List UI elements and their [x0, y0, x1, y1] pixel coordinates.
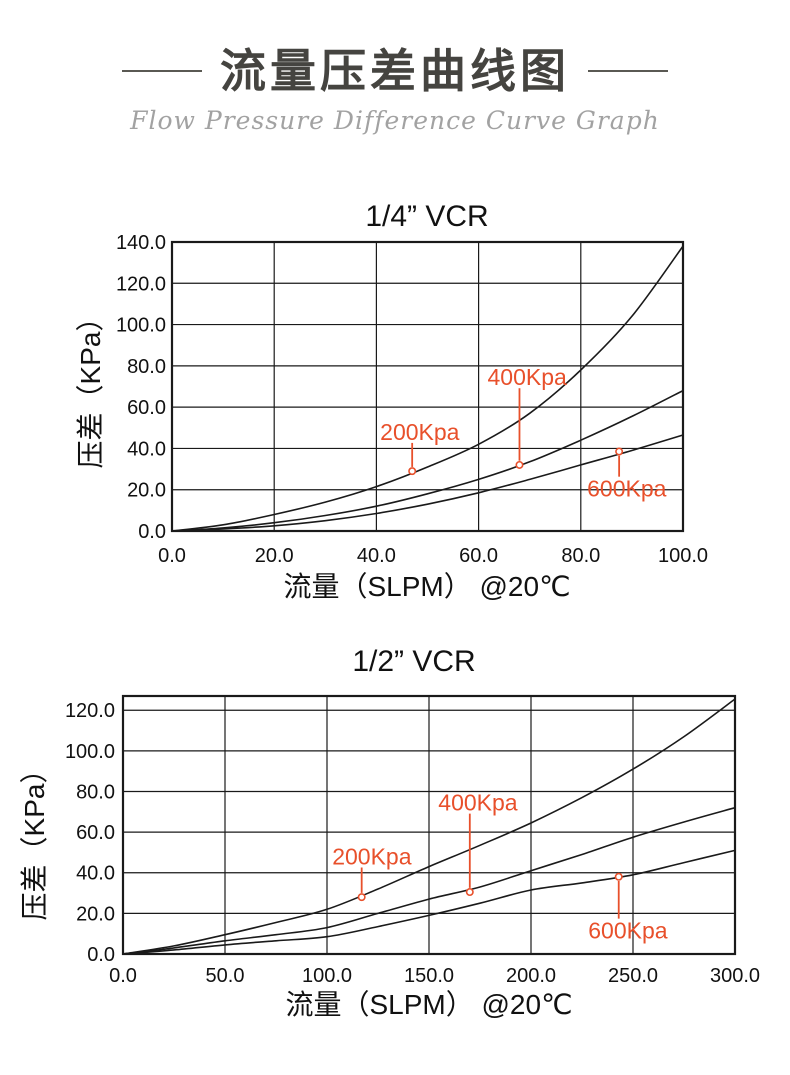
- y-tick-label: 120.0: [116, 273, 166, 295]
- y-tick-label: 100.0: [116, 315, 166, 337]
- x-tick-label: 50.0: [206, 965, 245, 987]
- x-axis-title: 流量（SLPM） @20℃: [285, 989, 572, 1020]
- x-tick-label: 200.0: [506, 965, 556, 987]
- annotation-marker: [408, 467, 417, 476]
- x-axis-title: 流量（SLPM） @20℃: [283, 571, 570, 602]
- annotation-marker: [614, 872, 623, 881]
- annotation-label: 400Kpa: [438, 790, 518, 816]
- y-tick-label: 60.0: [76, 822, 115, 844]
- x-tick-label: 40.0: [357, 545, 396, 567]
- curve-200kpa: [122, 698, 736, 955]
- y-tick-label: 120.0: [65, 700, 115, 722]
- x-tick-label: 300.0: [710, 965, 760, 987]
- curve-600kpa: [171, 434, 684, 532]
- y-tick-label: 60.0: [127, 397, 166, 419]
- title-row: 流量压差曲线图: [0, 46, 790, 97]
- page-title: 流量压差曲线图: [220, 45, 570, 97]
- y-tick-label: 40.0: [127, 438, 166, 460]
- annotation-label: 600Kpa: [588, 918, 668, 944]
- x-tick-label: 150.0: [404, 965, 454, 987]
- x-tick-label: 100.0: [302, 965, 352, 987]
- annotation-label: 200Kpa: [380, 419, 460, 445]
- y-axis-title: 压差（KPa）: [75, 304, 106, 469]
- annotation-label: 400Kpa: [487, 364, 567, 390]
- x-tick-label: 100.0: [658, 545, 708, 567]
- annotation-marker: [357, 893, 366, 902]
- plot-border: [170, 240, 685, 533]
- x-tick-label: 0.0: [109, 965, 137, 987]
- y-tick-label: 140.0: [116, 232, 166, 254]
- y-axis-title: 压差（KPa）: [19, 756, 50, 921]
- curve-200kpa: [171, 245, 684, 532]
- x-tick-label: 20.0: [255, 545, 294, 567]
- header: 流量压差曲线图 Flow Pressure Difference Curve G…: [0, 46, 790, 135]
- title-right-rule: [588, 70, 668, 73]
- curve-400kpa: [122, 806, 736, 955]
- page-subtitle: Flow Pressure Difference Curve Graph: [130, 105, 660, 135]
- curve-600kpa: [122, 849, 736, 955]
- x-tick-label: 60.0: [459, 545, 498, 567]
- curve-400kpa: [171, 389, 684, 532]
- annotation-label: 600Kpa: [587, 476, 667, 502]
- annotation-marker: [515, 460, 524, 469]
- y-tick-label: 80.0: [127, 356, 166, 378]
- y-tick-label: 80.0: [76, 781, 115, 803]
- annotation-marker: [465, 888, 474, 897]
- y-tick-label: 0.0: [138, 521, 166, 543]
- y-tick-label: 20.0: [76, 903, 115, 925]
- y-tick-label: 0.0: [87, 944, 115, 966]
- y-tick-label: 100.0: [65, 741, 115, 763]
- annotation-marker: [615, 447, 624, 456]
- plot-border: [121, 694, 737, 956]
- x-tick-label: 250.0: [608, 965, 658, 987]
- chart-title: 1/4” VCR: [365, 200, 488, 233]
- y-tick-label: 20.0: [127, 480, 166, 502]
- y-tick-label: 40.0: [76, 863, 115, 885]
- title-left-rule: [122, 70, 202, 73]
- x-tick-label: 0.0: [158, 545, 186, 567]
- chart-title: 1/2” VCR: [352, 645, 475, 678]
- x-tick-label: 80.0: [561, 545, 600, 567]
- annotation-label: 200Kpa: [332, 843, 412, 869]
